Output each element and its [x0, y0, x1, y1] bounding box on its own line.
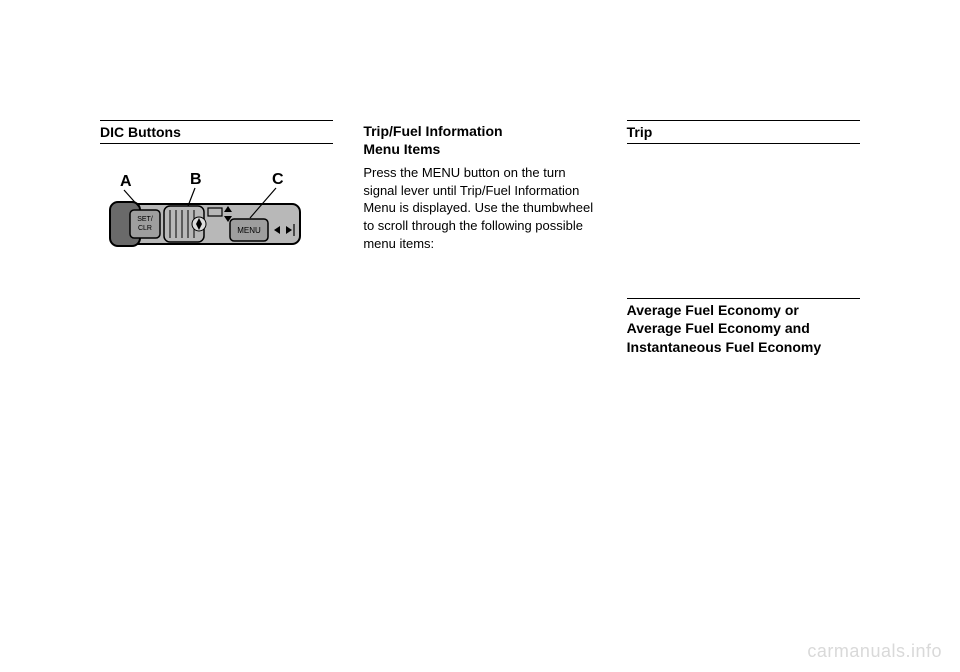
page: DIC Buttons SET/ CLR — [0, 0, 960, 672]
heading-trip-fuel: Trip/Fuel Information Menu Items — [363, 120, 596, 160]
figure-label-c: C — [272, 171, 284, 188]
heading-afe-line3: Instantaneous Fuel Economy — [627, 338, 860, 356]
menu-button-label: MENU — [237, 226, 261, 235]
spacer — [627, 148, 860, 298]
heading-average-fuel-economy: Average Fuel Economy or Average Fuel Eco… — [627, 298, 860, 358]
column-2: Trip/Fuel Information Menu Items Press t… — [363, 120, 596, 362]
heading-trip-fuel-line1: Trip/Fuel Information — [363, 122, 596, 140]
figure-label-b: B — [190, 171, 202, 188]
set-clr-button — [130, 210, 160, 238]
heading-dic-buttons: DIC Buttons — [100, 120, 333, 144]
set-clr-label-top: SET/ — [137, 216, 153, 223]
set-clr-label-bot: CLR — [138, 225, 152, 232]
heading-trip-fuel-line2: Menu Items — [363, 140, 596, 158]
column-1: DIC Buttons SET/ CLR — [100, 120, 333, 362]
dic-buttons-figure: SET/ CLR — [100, 154, 310, 274]
trip-fuel-paragraph: Press the MENU button on the turn signal… — [363, 164, 596, 252]
figure-label-a: A — [120, 173, 132, 190]
heading-afe-line2: Average Fuel Economy and — [627, 319, 860, 337]
columns: DIC Buttons SET/ CLR — [100, 120, 860, 362]
thumbwheel — [164, 206, 206, 242]
heading-afe-line1: Average Fuel Economy or — [627, 301, 860, 319]
watermark: carmanuals.info — [807, 641, 942, 662]
column-3: Trip Average Fuel Economy or Average Fue… — [627, 120, 860, 362]
heading-trip: Trip — [627, 120, 860, 144]
